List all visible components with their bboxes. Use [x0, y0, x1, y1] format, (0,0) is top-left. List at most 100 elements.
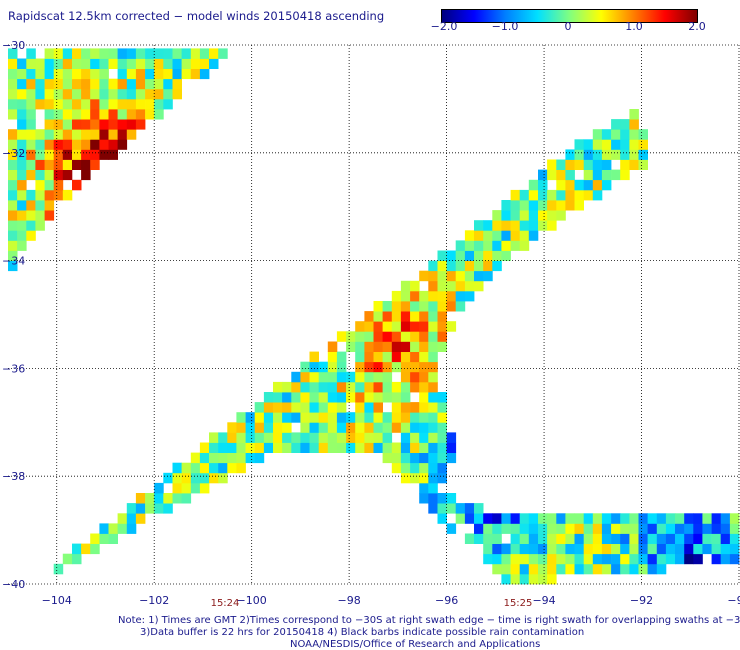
heatmap-cell: [437, 341, 447, 352]
heatmap-cell: [510, 230, 521, 241]
heatmap-cell: [391, 381, 402, 393]
heatmap-cell: [373, 392, 383, 403]
heatmap-cell: [199, 68, 210, 80]
heatmap-cell: [117, 129, 128, 140]
heatmap-cell: [209, 442, 219, 453]
heatmap-cell: [538, 169, 548, 181]
heatmap-cell: [391, 311, 402, 322]
heatmap-cell: [135, 493, 146, 504]
heatmap-cell: [364, 361, 374, 373]
heatmap-cell: [53, 119, 64, 130]
heatmap-cell: [574, 200, 584, 211]
heatmap-cell: [620, 139, 630, 150]
heatmap-cell: [620, 159, 630, 170]
heatmap-cell: [492, 553, 502, 565]
heatmap-cell: [400, 392, 411, 403]
heatmap-cell: [355, 371, 365, 383]
heatmap-cell: [565, 513, 575, 524]
heatmap-cell: [410, 412, 420, 423]
heatmap-cell: [400, 432, 411, 443]
heatmap-cell: [145, 68, 155, 80]
heatmap-cell: [510, 543, 521, 555]
heatmap-cell: [419, 422, 429, 433]
heatmap-cell: [629, 109, 639, 120]
heatmap-cell: [455, 270, 466, 282]
heatmap-cell: [26, 230, 36, 241]
heatmap-cell: [629, 553, 639, 565]
heatmap-cell: [501, 210, 511, 221]
heatmap-cell: [126, 68, 137, 80]
heatmap-cell: [108, 78, 118, 90]
heatmap-cell: [355, 321, 365, 332]
heatmap-cell: [35, 139, 45, 150]
heatmap-cell: [373, 422, 383, 433]
heatmap-cell: [629, 533, 639, 544]
heatmap-cell: [209, 58, 219, 69]
heatmap-cell: [647, 513, 658, 524]
heatmap-cell: [72, 68, 82, 80]
heatmap-cell: [400, 311, 411, 322]
heatmap-cell: [17, 88, 27, 100]
heatmap-cell: [665, 543, 676, 555]
heatmap-cell: [17, 189, 27, 201]
heatmap-cell: [419, 493, 429, 504]
heatmap-cell: [72, 119, 82, 130]
heatmap-cell: [236, 462, 246, 474]
heatmap-cell: [108, 523, 118, 534]
heatmap-cell: [446, 301, 457, 312]
heatmap-cell: [364, 422, 374, 433]
heatmap-cell: [72, 88, 82, 100]
heatmap-cell: [428, 452, 438, 464]
colorbar-fill: [442, 10, 697, 22]
colorbar-tick: 0: [564, 20, 572, 33]
heatmap-cell: [492, 230, 502, 241]
heatmap-cell: [410, 280, 420, 292]
heatmap-cell: [492, 260, 502, 272]
heatmap-cell: [492, 513, 502, 524]
heatmap-cell: [291, 381, 301, 393]
heatmap-cell: [81, 68, 91, 80]
heatmap-cell: [601, 139, 612, 150]
heatmap-cell: [108, 129, 118, 140]
heatmap-cell: [209, 452, 219, 464]
heatmap-cell: [464, 513, 475, 524]
heatmap-cell: [327, 402, 338, 413]
heatmap-cell: [263, 422, 274, 433]
heatmap-cell: [90, 88, 100, 100]
heatmap-cell: [245, 412, 256, 423]
heatmap-cell: [474, 230, 484, 241]
heatmap-cell: [53, 78, 64, 90]
heatmap-cell: [254, 452, 265, 464]
heatmap-cell: [565, 563, 575, 575]
heatmap-cell: [528, 533, 539, 544]
heatmap-cell: [135, 48, 146, 59]
heatmap-cell: [428, 462, 438, 474]
heatmap-cell: [556, 179, 566, 191]
heatmap-cell: [364, 412, 374, 423]
heatmap-cell: [620, 543, 630, 555]
heatmap-cell: [282, 381, 292, 393]
heatmap-cell: [99, 149, 109, 160]
heatmap-cell: [547, 200, 557, 211]
heatmap-cell: [556, 553, 566, 565]
heatmap-cell: [145, 98, 155, 110]
heatmap-cell: [391, 301, 402, 312]
x-tick-label: −104: [42, 594, 72, 607]
heatmap-cell: [483, 240, 493, 251]
heatmap-cell: [428, 321, 438, 332]
heatmap-cell: [400, 412, 411, 423]
heatmap-cell: [172, 482, 182, 494]
heatmap-cell: [26, 169, 36, 181]
heatmap-cell: [26, 220, 36, 231]
heatmap-cell: [99, 78, 109, 90]
heatmap-cell: [574, 159, 584, 170]
heatmap-cell: [309, 351, 319, 363]
heatmap-cell: [601, 129, 612, 140]
heatmap-cell: [35, 159, 45, 170]
heatmap-cell: [410, 371, 420, 383]
heatmap-cell: [26, 159, 36, 170]
heatmap-cell: [163, 493, 173, 504]
heatmap-cell: [108, 58, 118, 69]
heatmap-cell: [538, 200, 548, 211]
heatmap-cell: [336, 371, 347, 383]
